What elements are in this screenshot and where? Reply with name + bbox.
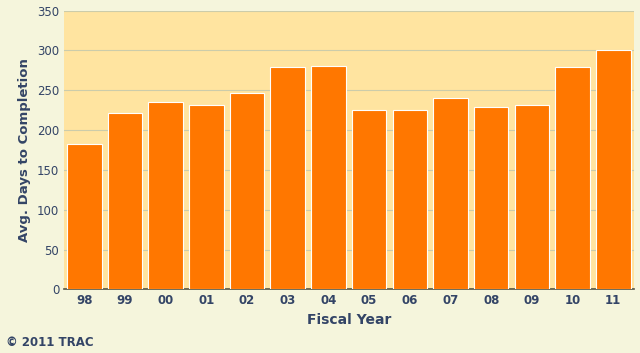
Bar: [271, 67, 305, 289]
Bar: [230, 92, 264, 289]
Bar: [189, 106, 224, 289]
Bar: [556, 67, 590, 289]
Bar: [108, 113, 142, 289]
Y-axis label: Avg. Days to Completion: Avg. Days to Completion: [19, 58, 31, 242]
Bar: [148, 102, 183, 289]
Bar: [515, 106, 549, 289]
X-axis label: Fiscal Year: Fiscal Year: [307, 313, 391, 327]
Bar: [352, 110, 387, 289]
Bar: [474, 107, 509, 289]
Bar: [433, 98, 468, 289]
Bar: [311, 66, 346, 289]
Bar: [392, 110, 427, 289]
Bar: [67, 144, 102, 289]
Bar: [596, 50, 630, 289]
Text: © 2011 TRAC: © 2011 TRAC: [6, 336, 94, 349]
